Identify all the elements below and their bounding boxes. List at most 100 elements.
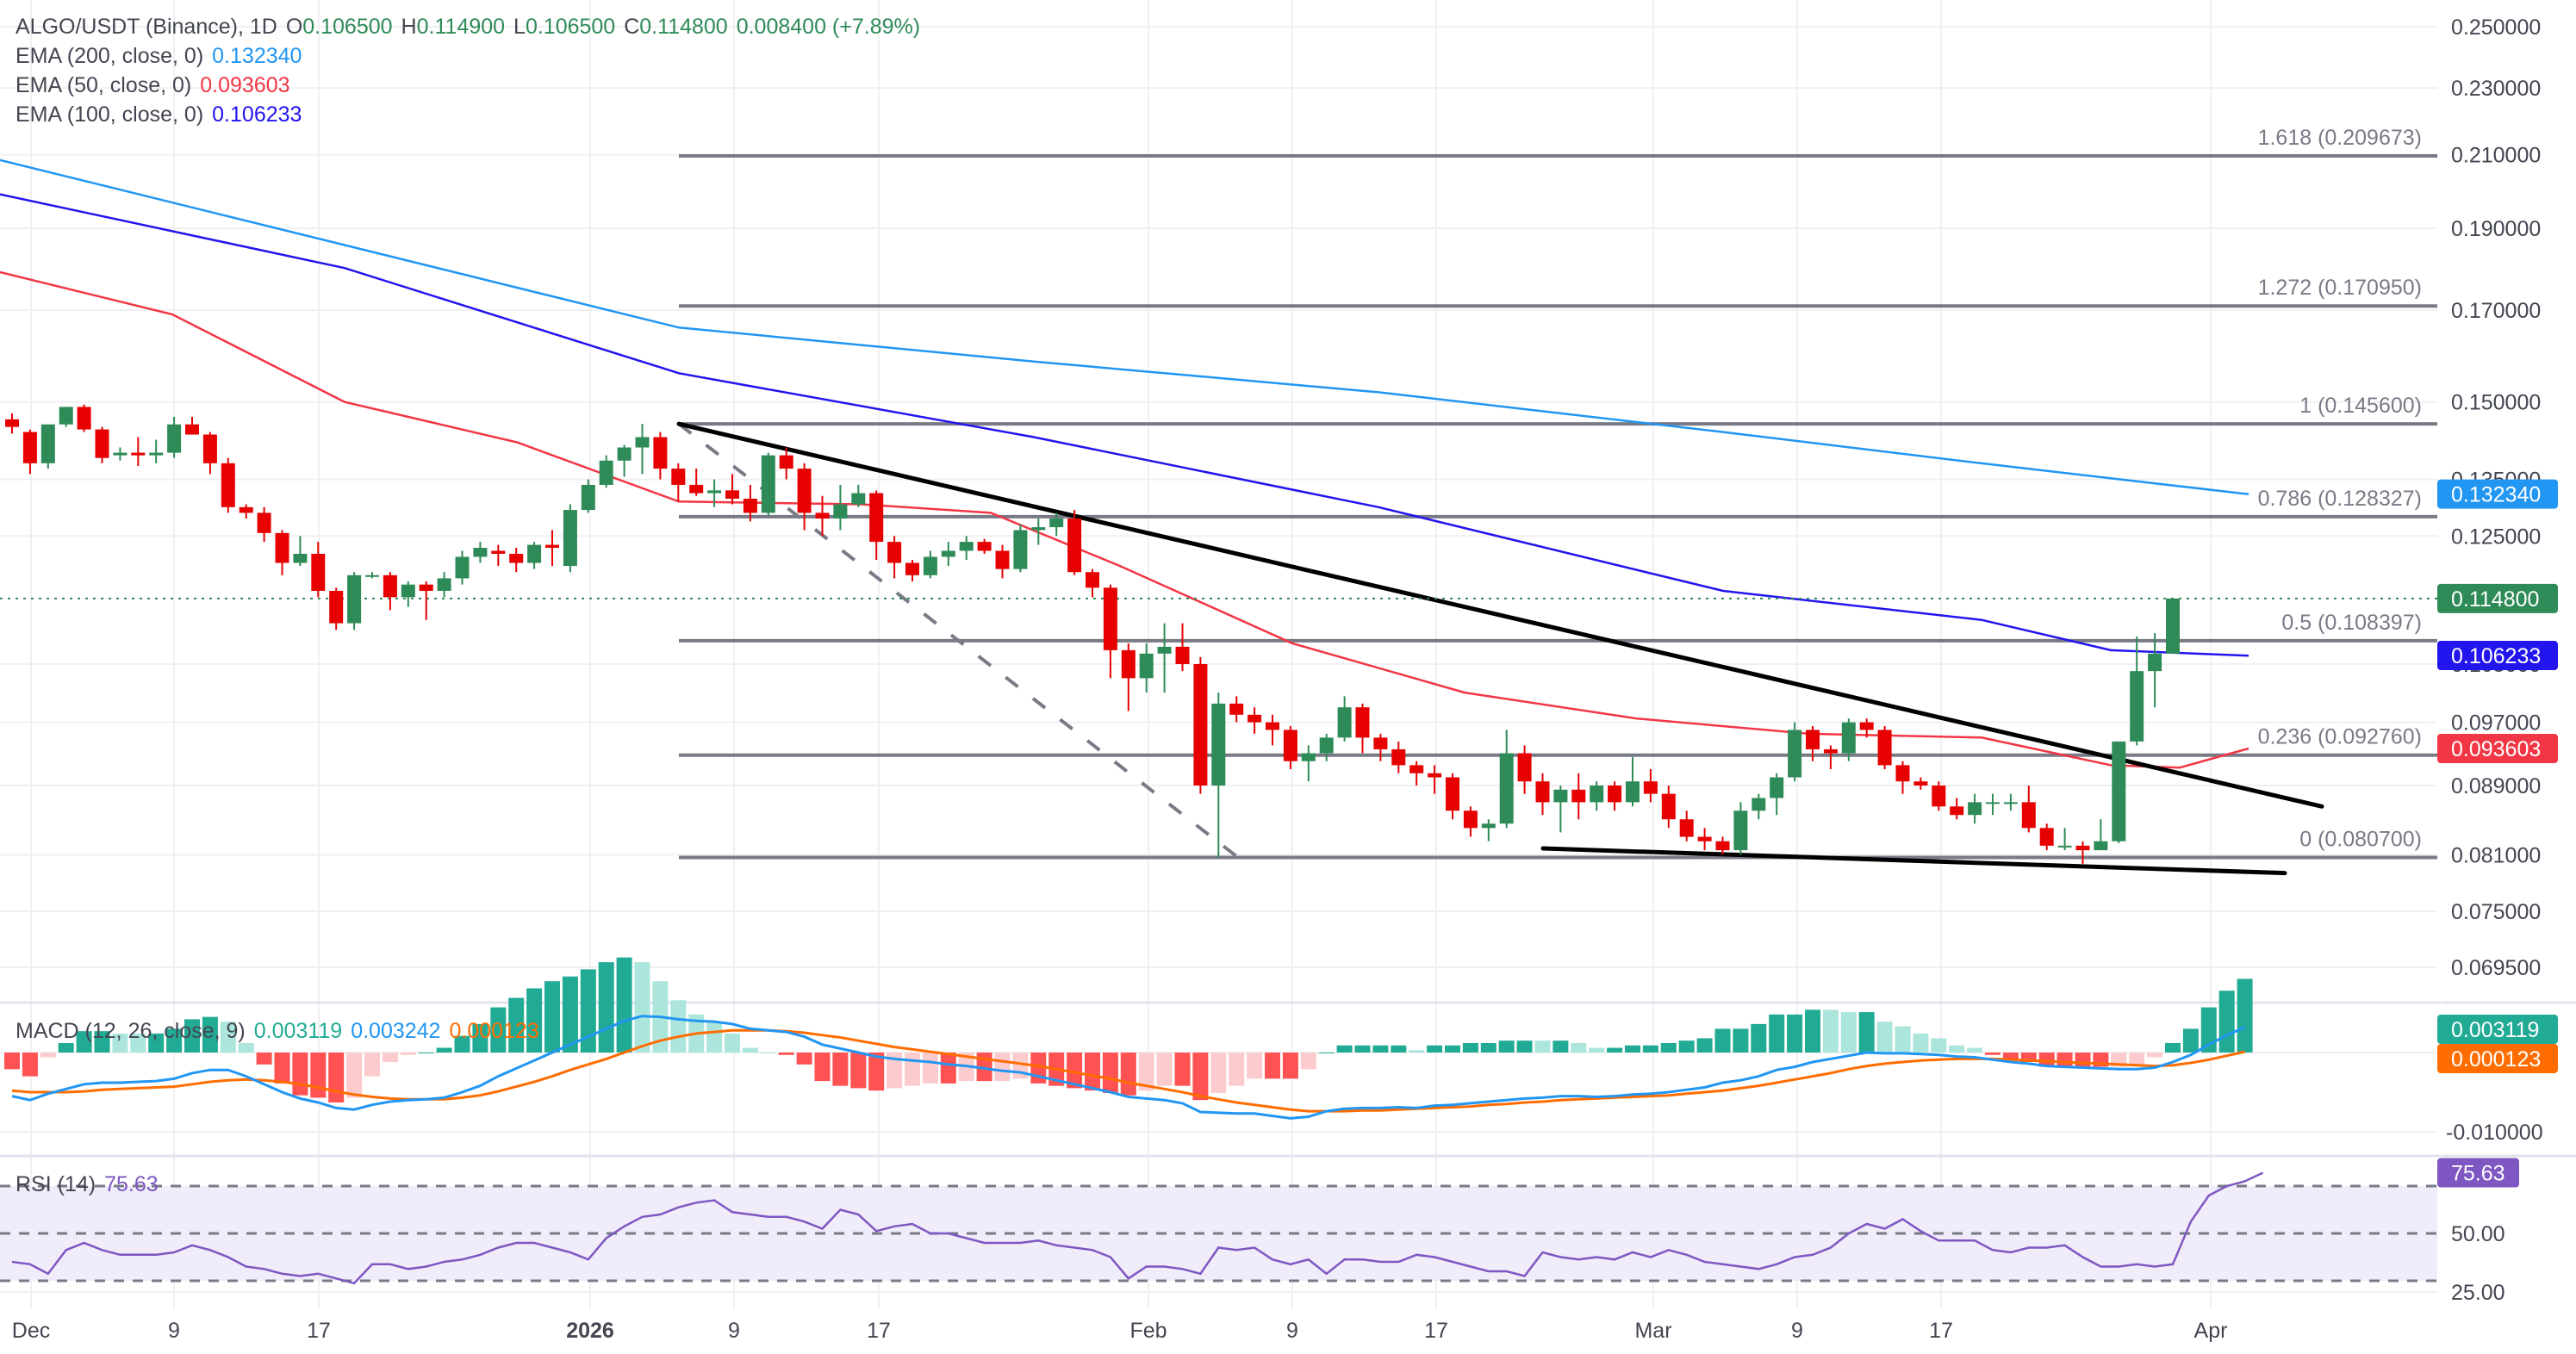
candle-up[interactable] [1968, 802, 1982, 816]
candle-up[interactable] [1626, 781, 1640, 803]
candle-down[interactable] [221, 463, 235, 507]
candle-up[interactable] [1733, 811, 1748, 851]
candle-down[interactable] [1823, 748, 1838, 754]
candle-down[interactable] [1608, 785, 1622, 803]
candle-down[interactable] [419, 584, 433, 591]
support-trendline[interactable] [1540, 846, 2287, 876]
macd-line[interactable] [11, 1015, 2246, 1120]
candle-down[interactable] [1067, 519, 1082, 573]
candle-down[interactable] [995, 550, 1010, 569]
candle-up[interactable] [1553, 789, 1568, 803]
candle-up[interactable] [851, 493, 866, 505]
candle-up[interactable] [149, 452, 164, 456]
candle-up[interactable] [599, 460, 613, 485]
candle-down[interactable] [77, 407, 91, 430]
candle-down[interactable] [653, 437, 668, 469]
ema200-legend[interactable]: EMA (200, close, 0) 0.132340 [16, 44, 302, 68]
candle-up[interactable] [1319, 737, 1334, 754]
candle-up[interactable] [437, 578, 451, 591]
candle-up[interactable] [563, 510, 577, 567]
candle-down[interactable] [977, 542, 992, 551]
candle-down[interactable] [1355, 707, 1370, 738]
candle-down[interactable] [1661, 793, 1676, 820]
candle-up[interactable] [2166, 598, 2180, 654]
candle-up[interactable] [113, 452, 128, 456]
candle-down[interactable] [1697, 836, 1712, 842]
candle-up[interactable] [365, 575, 379, 577]
candle-down[interactable] [95, 429, 109, 458]
candle-down[interactable] [887, 542, 902, 563]
candle-up[interactable] [1499, 753, 1514, 824]
candle-down[interactable] [1535, 781, 1550, 803]
macd-legend[interactable]: MACD (12, 26, close, 9) 0.003119 0.003242 0… [16, 1019, 539, 1043]
candle-up[interactable] [2003, 802, 2018, 804]
candle-up[interactable] [473, 548, 488, 557]
candle-down[interactable] [815, 512, 830, 519]
candle-down[interactable] [202, 434, 217, 463]
candle-up[interactable] [761, 455, 775, 513]
candle-down[interactable] [1266, 722, 1279, 730]
candle-up[interactable] [2130, 671, 2144, 742]
candle-up[interactable] [707, 490, 722, 494]
candle-down[interactable] [275, 532, 289, 563]
candle-down[interactable] [239, 506, 253, 513]
candle-up[interactable] [941, 550, 955, 557]
candle-down[interactable] [1877, 730, 1892, 766]
candle-down[interactable] [689, 484, 704, 494]
candle-down[interactable] [1373, 737, 1388, 749]
candle-down[interactable] [1932, 785, 1946, 807]
candle-down[interactable] [1715, 841, 1730, 851]
candle-down[interactable] [1913, 781, 1928, 786]
candle-up[interactable] [635, 437, 650, 448]
candle-down[interactable] [1248, 714, 1262, 723]
ema100-legend[interactable]: EMA (100, close, 0) 0.106233 [16, 102, 302, 127]
candle-down[interactable] [1409, 765, 1424, 773]
candle-up[interactable] [1013, 530, 1028, 569]
candle-down[interactable] [2039, 828, 2054, 846]
candle-up[interactable] [167, 424, 182, 453]
candle-up[interactable] [617, 447, 632, 461]
candle-down[interactable] [1121, 649, 1136, 679]
candle-up[interactable] [59, 407, 73, 425]
rsi-legend[interactable]: RSI (14) 75.63 [16, 1172, 159, 1196]
candle-up[interactable] [347, 575, 362, 624]
ema50-line[interactable] [0, 270, 2249, 769]
candle-up[interactable] [1841, 722, 1856, 754]
rsi-line[interactable] [11, 1171, 2264, 1285]
candle-down[interactable] [1517, 753, 1532, 782]
candle-down[interactable] [2075, 845, 2090, 851]
downtrend-line[interactable] [676, 421, 2324, 809]
candle-up[interactable] [1770, 777, 1784, 798]
candle-down[interactable] [1175, 646, 1190, 664]
candle-up[interactable] [1031, 527, 1046, 531]
candle-up[interactable] [1986, 802, 2000, 804]
candle-up[interactable] [1049, 519, 1064, 528]
macd-signal-line[interactable] [11, 1028, 2245, 1113]
candle-down[interactable] [905, 562, 919, 575]
candle-down[interactable] [131, 452, 146, 456]
candle-down[interactable] [329, 590, 344, 624]
candle-down[interactable] [1643, 781, 1658, 794]
candle-down[interactable] [1428, 773, 1442, 778]
candle-up[interactable] [1590, 785, 1604, 803]
candle-down[interactable] [491, 550, 506, 554]
candle-down[interactable] [1193, 663, 1208, 786]
candle-down[interactable] [257, 512, 271, 533]
candle-down[interactable] [779, 455, 793, 469]
candle-down[interactable] [22, 432, 37, 463]
candle-down[interactable] [509, 553, 524, 563]
candle-down[interactable] [1391, 748, 1406, 766]
candle-down[interactable] [671, 469, 686, 485]
candle-down[interactable] [725, 490, 739, 500]
candle-down[interactable] [1446, 777, 1459, 811]
candle-up[interactable] [2148, 653, 2162, 672]
candle-down[interactable] [1950, 806, 1964, 816]
candle-down[interactable] [1806, 730, 1820, 749]
candle-down[interactable] [311, 553, 326, 591]
candle-up[interactable] [1301, 753, 1316, 761]
candle-up[interactable] [959, 542, 974, 551]
candle-up[interactable] [1752, 798, 1766, 811]
candle-down[interactable] [1086, 572, 1099, 588]
candle-up[interactable] [833, 504, 848, 519]
